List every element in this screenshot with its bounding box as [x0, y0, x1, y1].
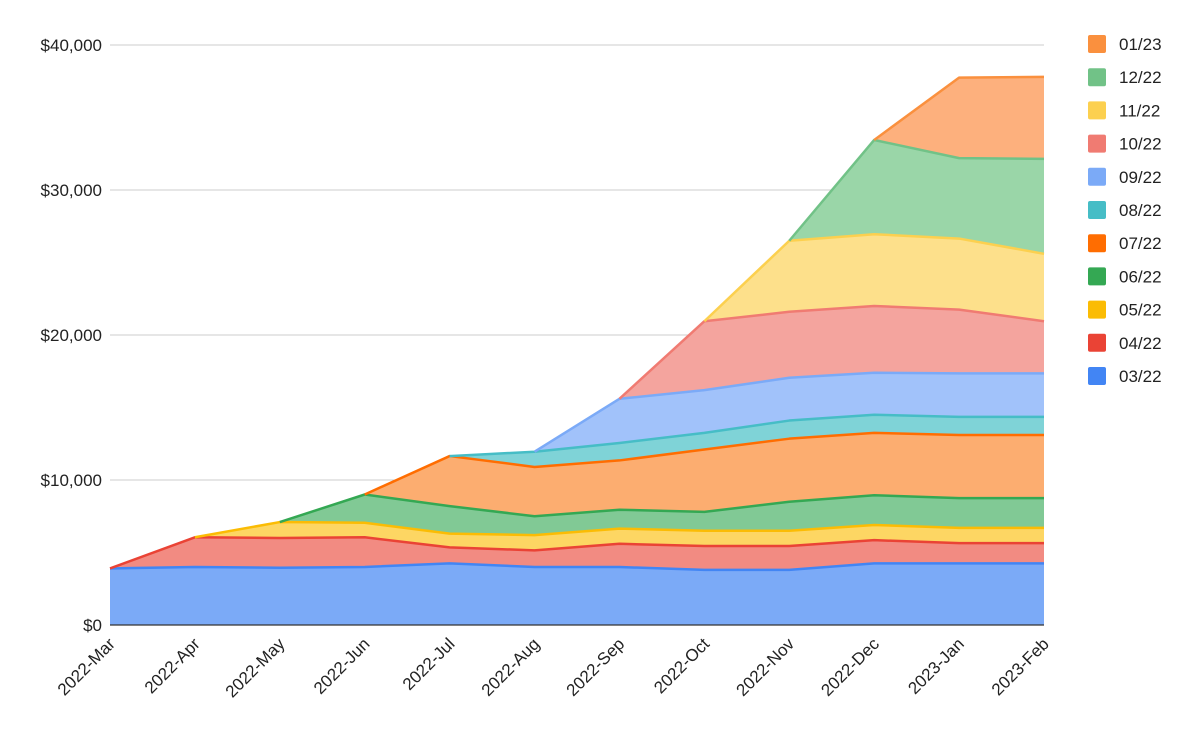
legend-swatch: [1088, 101, 1106, 120]
series-line-01-23: [873, 75, 1045, 141]
legend-item: 09/22: [1088, 167, 1162, 187]
legend-swatch: [1088, 167, 1106, 186]
x-tick-label: 2022-Jun: [310, 634, 374, 698]
area-series-11-22: [110, 234, 1044, 569]
x-tick-label: 2023-Jan: [904, 634, 968, 698]
legend-item: 12/22: [1088, 68, 1162, 87]
legend-label: 03/22: [1119, 367, 1162, 386]
y-tick-label: $30,000: [41, 181, 102, 200]
y-tick-label: $10,000: [41, 471, 102, 490]
y-tick-label: $0: [83, 616, 102, 635]
area-series-12-22: [110, 139, 1044, 569]
legend-swatch: [1088, 68, 1106, 87]
x-tick-label: 2022-Aug: [478, 634, 544, 700]
area-series-09-22: [110, 372, 1044, 569]
series-line-12-22: [788, 138, 1045, 242]
series-line-06-22: [279, 493, 1044, 524]
legend: 01/23 12/22 11/22 10/22 09/22 08/22 07/22 06/22…: [1088, 35, 1162, 386]
series-lines: [109, 75, 1045, 572]
x-tick-label: 2023-Feb: [988, 634, 1053, 699]
legend-swatch: [1088, 267, 1106, 286]
legend-item: 11/22: [1088, 101, 1160, 120]
area-series-07-22: [110, 432, 1044, 569]
x-axis-tick-labels: 2022-Mar 2022-Apr 2022-May 2022-Jun 2022-Jul…: [54, 634, 1053, 701]
series-line-03-22: [109, 562, 1044, 572]
legend-swatch: [1088, 300, 1106, 319]
legend-item: 08/22: [1088, 201, 1162, 220]
series-line-04-22: [109, 536, 1044, 570]
x-tick-label: 2022-Apr: [141, 634, 204, 697]
legend-swatch: [1088, 35, 1106, 53]
x-tick-label: 2022-Nov: [733, 634, 799, 700]
x-tick-label: 2022-May: [222, 634, 289, 701]
area-series-08-22: [110, 414, 1044, 569]
series-line-05-22: [194, 520, 1044, 539]
legend-item: 01/23: [1088, 35, 1162, 54]
legend-item: 05/22: [1088, 300, 1162, 320]
legend-item: 06/22: [1088, 267, 1162, 286]
legend-label: 10/22: [1119, 135, 1162, 154]
legend-label: 05/22: [1119, 301, 1162, 320]
legend-swatch: [1088, 367, 1106, 385]
legend-label: 09/22: [1119, 168, 1162, 187]
x-tick-label: 2022-Oct: [650, 634, 713, 697]
legend-label: 01/23: [1119, 35, 1162, 54]
legend-item: 07/22: [1088, 234, 1162, 253]
y-tick-label: $20,000: [41, 326, 102, 345]
area-series: [110, 76, 1044, 625]
legend-swatch: [1088, 134, 1106, 153]
legend-label: 06/22: [1119, 267, 1162, 286]
legend-label: 11/22: [1119, 101, 1160, 120]
series-line-08-22: [449, 413, 1044, 458]
area-series-05-22: [110, 522, 1044, 569]
legend-item: 03/22: [1088, 367, 1162, 386]
area-series-10-22: [110, 306, 1044, 569]
legend-label: 12/22: [1119, 68, 1162, 87]
legend-swatch: [1088, 333, 1106, 352]
legend-label: 08/22: [1119, 201, 1162, 220]
area-series-03-22: [110, 563, 1044, 625]
legend-swatch: [1088, 201, 1106, 219]
area-series-01-23: [110, 76, 1044, 569]
legend-label: 04/22: [1119, 334, 1162, 353]
x-tick-label: 2022-Jul: [399, 634, 459, 694]
x-tick-label: 2022-Mar: [54, 634, 119, 699]
y-tick-label: $40,000: [41, 36, 102, 55]
legend-label: 07/22: [1119, 234, 1162, 253]
x-tick-label: 2022-Sep: [563, 634, 629, 700]
series-line-10-22: [618, 304, 1045, 400]
legend-item: 04/22: [1088, 333, 1162, 353]
legend-item: 10/22: [1088, 134, 1162, 154]
x-tick-label: 2022-Dec: [817, 634, 883, 700]
legend-swatch: [1088, 234, 1106, 253]
series-line-11-22: [703, 232, 1045, 323]
series-line-07-22: [364, 431, 1044, 496]
y-axis-tick-labels: $0 $10,000 $20,000 $30,000 $40,000: [41, 36, 102, 635]
